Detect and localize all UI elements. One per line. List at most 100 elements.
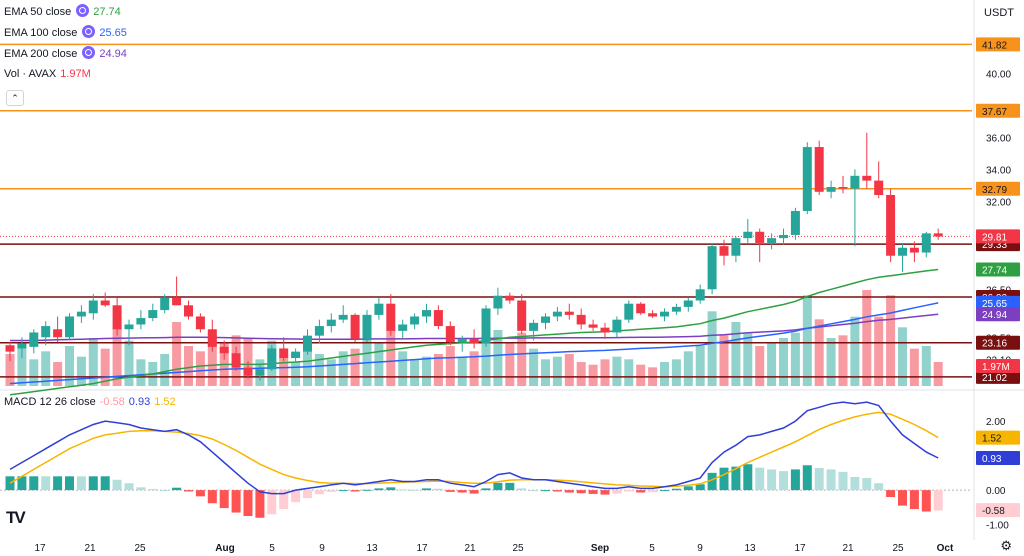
x-axis-tick: 21 <box>84 543 96 554</box>
candle-body <box>743 231 753 239</box>
macd-histogram-bar <box>552 490 562 492</box>
candle-body <box>303 335 312 352</box>
volume-bar <box>600 359 610 386</box>
legend-ema50-value: 27.74 <box>93 6 121 18</box>
legend-volume[interactable]: Vol · AVAX 1.97M <box>4 67 91 81</box>
macd-histogram-bar <box>505 482 515 491</box>
macd-histogram-bar <box>148 489 158 491</box>
volume-bar <box>303 346 312 386</box>
candle-body <box>719 246 729 256</box>
legend-macd[interactable]: MACD 12 26 close -0.58 0.93 1.52 <box>4 395 176 409</box>
gear-icon[interactable]: ⚙ <box>1000 538 1012 553</box>
macd-histogram-bar <box>826 469 836 491</box>
candle-body <box>374 303 384 315</box>
volume-bar <box>790 332 800 386</box>
volume-bar <box>41 351 51 386</box>
macd-histogram-bar <box>767 469 777 491</box>
tradingview-logo: TV <box>6 508 26 527</box>
candle-body <box>469 338 479 344</box>
volume-bar <box>874 316 884 386</box>
x-axis-tick: 5 <box>649 543 655 554</box>
volume-bar <box>445 346 455 386</box>
candle-body <box>802 147 812 211</box>
legend-ema200[interactable]: EMA 200 close 24.94 <box>4 46 127 61</box>
volume-bar <box>707 311 717 386</box>
candle-body <box>65 316 74 338</box>
volume-bar <box>422 356 431 386</box>
candle-body <box>731 238 741 256</box>
level-label: 41.82 <box>982 40 1007 51</box>
macd-histogram-bar <box>814 468 824 491</box>
chevron-up-icon[interactable]: ⌃ <box>6 90 24 106</box>
candle-body <box>767 238 777 243</box>
macd-histogram-bar <box>338 490 348 492</box>
price-axis-tick: 40.00 <box>986 70 1011 81</box>
macd-histogram-bar <box>314 490 324 495</box>
macd-histogram-bar <box>802 465 812 491</box>
eye-icon[interactable] <box>82 25 96 38</box>
level-label: 37.67 <box>982 107 1007 118</box>
candle-body <box>17 343 27 349</box>
candle-body <box>898 247 907 256</box>
macd-histogram-bar <box>374 488 384 491</box>
legend-ema50[interactable]: EMA 50 close 27.74 <box>4 4 121 19</box>
candle-body <box>5 345 15 352</box>
candle-body <box>660 311 669 317</box>
macd-histogram-bar <box>886 490 896 498</box>
macd-histogram-bar <box>624 490 634 492</box>
level-label-bg <box>976 37 1020 52</box>
candle-body <box>410 316 420 325</box>
currency-selector[interactable]: USDT <box>978 4 1020 22</box>
candle-body <box>326 319 336 327</box>
volume-bar <box>493 330 503 386</box>
candle-body <box>481 308 491 344</box>
macd-histogram-bar <box>29 476 39 491</box>
macd-histogram-bar <box>838 471 848 491</box>
candle-body <box>29 332 39 347</box>
volume-bar <box>826 338 836 386</box>
candle-body <box>53 329 63 338</box>
volume-label-bg <box>976 359 1020 373</box>
macd-histogram-bar <box>100 476 110 491</box>
legend-ema100-label: EMA 100 close <box>4 27 78 39</box>
legend-macd-value: 0.93 <box>128 396 151 408</box>
macd-histogram-bar <box>874 483 884 491</box>
macd-histogram-bar <box>457 490 467 493</box>
volume-bar <box>172 322 182 386</box>
macd-value-label: -0.58 <box>982 506 1005 517</box>
candle-body <box>267 348 277 370</box>
x-axis-tick: 9 <box>697 543 703 554</box>
volume-bar <box>671 359 681 386</box>
volume-bar <box>326 359 336 386</box>
macd-histogram-bar <box>255 490 265 518</box>
candle-body <box>636 303 646 314</box>
volume-bar <box>850 316 860 386</box>
candle-body <box>172 297 182 306</box>
price-axis-tick: 32.00 <box>986 197 1011 208</box>
candle-body <box>707 246 717 290</box>
macd-histogram-bar <box>422 488 431 491</box>
volume-bar <box>160 354 170 386</box>
candle-body <box>76 311 86 317</box>
candle-body <box>291 351 301 359</box>
eye-icon[interactable] <box>76 4 90 17</box>
x-axis-tick: 21 <box>842 543 854 554</box>
legend-volume-label: Vol · AVAX <box>4 68 57 80</box>
macd-histogram-bar <box>695 484 705 491</box>
eye-icon[interactable] <box>82 46 96 59</box>
macd-histogram-bar <box>719 467 729 491</box>
legend-ema100[interactable]: EMA 100 close 25.65 <box>4 25 127 40</box>
macd-histogram-bar <box>326 490 336 492</box>
macd-histogram-bar <box>612 490 622 494</box>
macd-histogram-bar <box>136 487 146 491</box>
volume-bar <box>5 354 15 386</box>
volume-bar <box>802 295 812 386</box>
volume-bar <box>624 359 634 386</box>
macd-histogram-bar <box>53 476 63 491</box>
candle-body <box>886 195 896 256</box>
volume-bar <box>350 348 360 386</box>
volume-bar <box>398 351 408 386</box>
x-axis-tick: 13 <box>366 543 378 554</box>
candle-body <box>612 319 622 333</box>
